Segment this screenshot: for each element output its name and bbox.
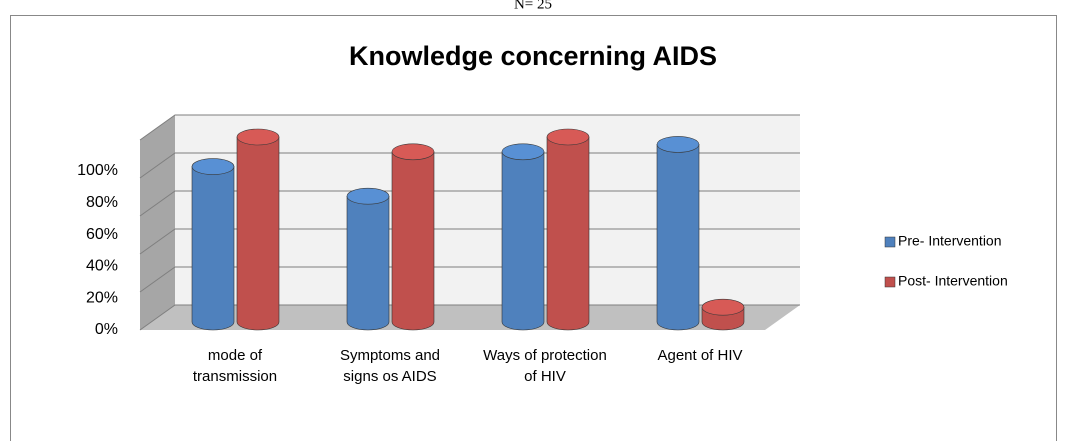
x-tick-label: Agent of HIV <box>657 347 743 364</box>
y-tick-label: 0% <box>95 321 118 338</box>
grid-line <box>139 266 800 293</box>
bar <box>236 128 280 331</box>
y-tick-label: 40% <box>86 258 118 275</box>
y-tick-label: 60% <box>86 226 118 243</box>
bar-body <box>236 136 280 331</box>
subtitle: N= 25 <box>514 0 552 12</box>
legend-swatch <box>884 276 896 288</box>
bar <box>346 187 390 331</box>
bar-body <box>391 151 435 331</box>
bar <box>656 136 700 331</box>
bar-top <box>191 158 235 175</box>
bar <box>546 128 590 331</box>
bar-body <box>546 136 590 331</box>
grid-line <box>139 228 800 255</box>
x-tick-label: Ways of protection of HIV <box>483 347 607 385</box>
legend-label: Post- Intervention <box>898 273 1008 289</box>
bar-body <box>346 195 390 331</box>
bar <box>701 298 745 331</box>
y-tick-label: 80% <box>86 194 118 211</box>
side-wall <box>140 115 175 330</box>
bar-top <box>391 143 435 161</box>
y-tick-label: 20% <box>86 289 118 306</box>
y-tick-label: 100% <box>77 162 118 179</box>
grid-line <box>139 152 800 179</box>
plot-back <box>140 115 800 330</box>
bar <box>191 158 235 331</box>
grid-line <box>139 114 800 141</box>
grid-line <box>139 304 800 331</box>
bar-body <box>191 166 235 331</box>
bar-top <box>236 128 280 146</box>
legend-label: Pre- Intervention <box>898 233 1002 249</box>
bar-top <box>701 298 745 316</box>
x-tick-label: Symptoms and signs os AIDS <box>339 347 441 385</box>
bar-body <box>501 151 545 331</box>
grid-line <box>139 190 800 217</box>
bar-body <box>656 144 700 331</box>
bar <box>501 143 545 331</box>
bar <box>391 143 435 331</box>
bar-top <box>656 136 700 153</box>
bar-top <box>501 143 545 161</box>
bar-top <box>346 187 390 205</box>
x-tick-label: mode of transmission <box>192 347 278 385</box>
legend-swatch <box>884 236 896 248</box>
chart-title: Knowledge concerning AIDS <box>349 41 717 71</box>
floor <box>140 305 800 330</box>
bar-top <box>546 128 590 146</box>
